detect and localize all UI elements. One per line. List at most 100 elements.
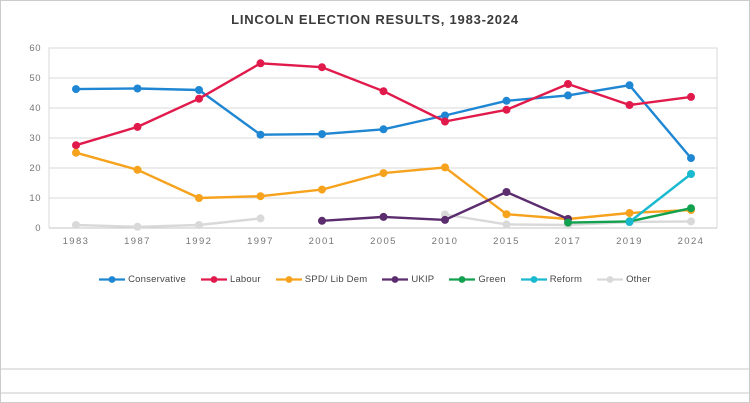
legend-marker-reform [520, 276, 547, 283]
data-point-spd-lib-dem-1997 [256, 192, 265, 201]
data-point-ukip-2001 [318, 216, 326, 225]
data-point-labour-1983 [72, 141, 80, 150]
data-point-reform-2019 [625, 218, 634, 226]
data-point-other-2024 [687, 217, 695, 226]
data-point-conservative-2005 [379, 125, 388, 134]
data-point-conservative-1992 [195, 86, 203, 94]
legend-label-ukip: UKIP [411, 274, 435, 285]
data-point-other-1997 [256, 214, 265, 223]
legend-dot [210, 276, 218, 283]
legend-label-green: Green [478, 274, 506, 285]
data-point-conservative-1987 [133, 84, 142, 93]
x-tick-label: 1983 [63, 236, 90, 247]
x-tick-label: 1987 [124, 236, 151, 247]
data-point-labour-2015 [502, 105, 511, 114]
series-line-spd-lib-dem [74, 151, 693, 221]
legend-dot [530, 276, 538, 283]
legend-item-green[interactable]: Green [449, 274, 506, 285]
y-tick-label: 50 [29, 73, 41, 84]
x-tick-label: 2005 [370, 236, 397, 247]
legend-label-spd-lib-dem: SPD/ Lib Dem [304, 274, 368, 285]
series-line-conservative [74, 83, 693, 160]
chart-legend: Conservative Labour SPD/ Lib Dem UKIP Green R… [1, 274, 749, 285]
data-point-labour-2005 [379, 87, 388, 96]
data-point-spd-lib-dem-2001 [318, 185, 326, 194]
legend-marker-spd-lib-dem [275, 276, 302, 283]
plot-border [48, 47, 718, 228]
data-point-conservative-1997 [256, 130, 265, 139]
legend-item-labour[interactable]: Labour [200, 274, 261, 285]
data-point-labour-1987 [133, 122, 142, 131]
x-tick-label: 1997 [247, 236, 274, 247]
legend-label-other: Other [626, 274, 651, 285]
data-point-conservative-1983 [72, 85, 80, 94]
data-point-conservative-2019 [625, 81, 634, 90]
legend-marker-labour [200, 276, 227, 283]
data-point-labour-2001 [318, 63, 326, 72]
y-tick-label: 40 [29, 103, 41, 114]
y-tick-label: 20 [29, 163, 41, 174]
legend-dot [285, 276, 293, 283]
series-line-other [74, 217, 262, 229]
plot-area: 0 10 20 30 40 50 60 1983 1987 1992 1997 2001 2005 201… [29, 43, 718, 247]
legend-dot [391, 276, 399, 283]
legend-marker-other [597, 276, 624, 283]
y-tick-label: 0 [35, 223, 41, 234]
legend-marker-ukip [382, 276, 409, 283]
legend-dot [606, 276, 614, 283]
data-point-conservative-2015 [502, 96, 511, 105]
data-point-spd-lib-dem-1983 [72, 148, 80, 157]
data-point-ukip-2005 [379, 212, 388, 221]
y-tick-label: 10 [29, 193, 41, 204]
legend-item-spd-lib-dem[interactable]: SPD/ Lib Dem [275, 274, 368, 285]
data-point-labour-2010 [441, 117, 449, 126]
data-point-spd-lib-dem-1987 [133, 165, 142, 174]
x-tick-label: 2019 [616, 236, 643, 247]
data-point-other-2015 [502, 220, 511, 229]
legend-label-reform: Reform [549, 274, 583, 285]
x-tick-label: 1992 [186, 236, 213, 247]
data-point-other-1983 [72, 221, 80, 229]
x-tick-label: 2017 [555, 236, 582, 247]
data-point-conservative-2001 [318, 130, 326, 139]
data-point-spd-lib-dem-1992 [195, 194, 203, 202]
spreadsheet-gridline [1, 368, 749, 370]
data-point-ukip-2010 [441, 215, 449, 224]
legend-item-ukip[interactable]: UKIP [382, 274, 434, 285]
chart-title: LINCOLN ELECTION RESULTS, 1983-2024 [231, 12, 519, 27]
data-point-other-1992 [195, 221, 203, 229]
data-point-labour-1992 [195, 94, 203, 103]
legend-marker-conservative [99, 276, 126, 283]
data-point-conservative-2024 [687, 154, 695, 163]
legend-dot [458, 276, 466, 283]
x-tick-label: 2024 [678, 236, 705, 247]
x-tick-label: 2010 [432, 236, 459, 247]
data-point-labour-1997 [256, 59, 265, 68]
data-point-other-1987 [133, 222, 142, 231]
data-point-labour-2017 [564, 80, 572, 88]
legend-marker-green [449, 276, 476, 283]
legend-item-conservative[interactable]: Conservative [99, 274, 186, 285]
data-point-spd-lib-dem-2010 [441, 163, 449, 172]
legend-item-reform[interactable]: Reform [520, 274, 583, 285]
data-point-spd-lib-dem-2005 [379, 169, 388, 178]
series-line-reform [628, 172, 693, 224]
data-point-labour-2024 [687, 92, 695, 101]
data-point-reform-2024 [687, 170, 695, 178]
data-point-spd-lib-dem-2019 [625, 209, 634, 217]
legend-item-other[interactable]: Other [597, 274, 651, 285]
data-point-spd-lib-dem-2015 [502, 210, 511, 219]
x-tick-label: 2001 [309, 236, 336, 247]
y-tick-label: 30 [29, 133, 41, 144]
data-point-conservative-2010 [441, 111, 449, 120]
legend-dot [108, 276, 116, 283]
data-point-labour-2019 [625, 101, 634, 109]
y-tick-label: 60 [29, 43, 41, 54]
data-point-green-2024 [687, 204, 695, 213]
data-point-ukip-2015 [502, 188, 511, 196]
legend-label-labour: Labour [229, 274, 261, 285]
data-point-conservative-2017 [564, 91, 572, 100]
spreadsheet-gridline [1, 392, 749, 394]
x-tick-label: 2015 [493, 236, 520, 247]
